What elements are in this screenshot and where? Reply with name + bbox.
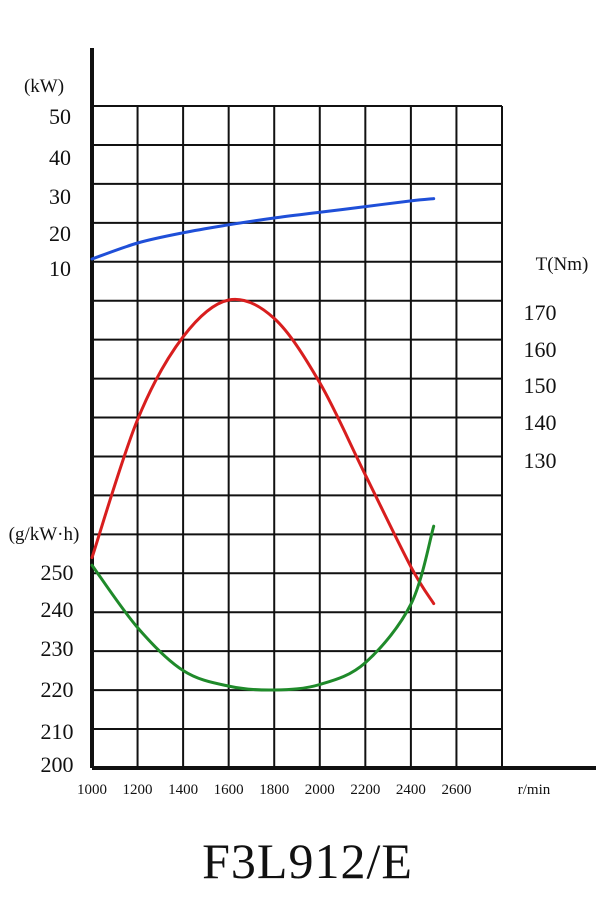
x-tick-label: 2400: [396, 782, 426, 798]
power-tick-label: 40: [49, 145, 71, 170]
power-tick-label: 10: [49, 256, 71, 281]
specific-fuel-consumption-tick-label: 200: [41, 752, 74, 777]
x-tick-label: 1400: [168, 782, 198, 798]
x-axis-unit-label: r/min: [518, 782, 551, 798]
axes: [90, 48, 596, 770]
specific-fuel-consumption-tick-label: 220: [41, 677, 74, 702]
engine-model-title: F3L912/E: [202, 833, 413, 889]
x-tick-label: 2200: [350, 782, 380, 798]
torque-curve: [90, 297, 436, 606]
x-tick-label: 1000: [77, 782, 107, 798]
torque-unit-label: T(Nm): [536, 254, 589, 275]
specific-fuel-consumption-curve: [90, 524, 436, 692]
specific-fuel-consumption-tick-label: 250: [41, 560, 74, 585]
power-unit-label: (kW): [24, 76, 64, 97]
torque-tick-label: 150: [524, 373, 557, 398]
torque-tick-label: 130: [524, 448, 557, 473]
curves: [90, 197, 436, 692]
torque-tick-label: 140: [524, 410, 557, 435]
labels: 1000 1200 1400 1600 1800 2000 2200 2400 2600 r/mi…: [9, 76, 589, 798]
power-tick-label: 50: [49, 104, 71, 129]
specific-fuel-consumption-tick-label: 210: [41, 719, 74, 744]
x-tick-label: 2600: [441, 782, 471, 798]
power-tick-label: 30: [49, 184, 71, 209]
specific-fuel-consumption-unit-label: (g/kW·h): [9, 524, 80, 545]
power-tick-label: 20: [49, 221, 71, 246]
specific-fuel-consumption-tick-label: 240: [41, 597, 74, 622]
x-tick-label: 2000: [305, 782, 335, 798]
torque-tick-label: 160: [524, 337, 557, 362]
torque-tick-label: 170: [524, 300, 557, 325]
x-tick-label: 1600: [214, 782, 244, 798]
specific-fuel-consumption-tick-label: 230: [41, 636, 74, 661]
power-curve: [90, 197, 436, 261]
grid: [91, 105, 503, 769]
x-tick-label: 1800: [259, 782, 289, 798]
x-tick-label: 1200: [123, 782, 153, 798]
